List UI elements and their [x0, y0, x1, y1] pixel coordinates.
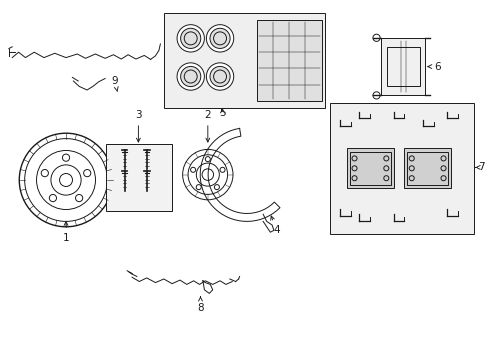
Circle shape [209, 67, 230, 87]
Text: 7: 7 [475, 162, 484, 172]
Circle shape [180, 67, 201, 87]
Circle shape [60, 174, 72, 186]
Bar [349, 152, 390, 184]
Circle shape [202, 169, 213, 180]
Text: 4: 4 [270, 216, 279, 235]
Bar [346, 148, 393, 188]
Bar [407, 152, 447, 184]
Bar [381, 38, 425, 95]
Circle shape [180, 28, 201, 49]
Text: 3: 3 [135, 110, 142, 142]
Bar [404, 148, 450, 188]
Text: 6: 6 [427, 62, 440, 72]
Bar [329, 103, 473, 234]
Circle shape [209, 28, 230, 49]
Text: 5: 5 [219, 108, 225, 118]
Bar [386, 47, 419, 86]
Circle shape [206, 63, 233, 90]
Circle shape [177, 63, 204, 90]
Text: 2: 2 [204, 110, 211, 142]
Text: 1: 1 [62, 222, 69, 243]
Bar [256, 20, 321, 101]
Circle shape [206, 25, 233, 52]
Text: 8: 8 [197, 297, 203, 313]
Circle shape [177, 25, 204, 52]
Text: 9: 9 [111, 76, 118, 91]
Bar [106, 144, 172, 211]
Bar [163, 13, 325, 108]
